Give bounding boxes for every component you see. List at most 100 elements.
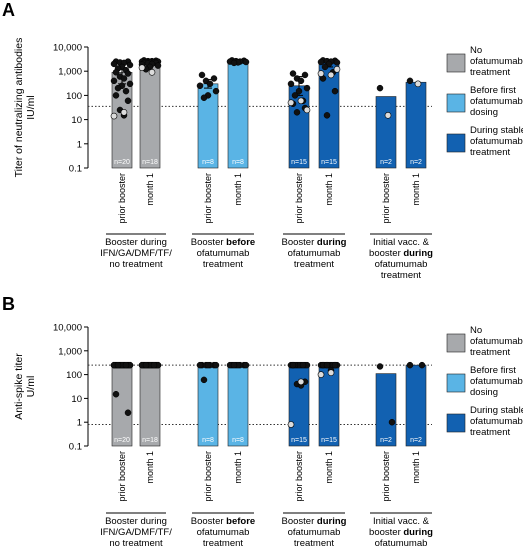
panel-a-legend-label-line: Before first bbox=[470, 85, 516, 96]
panel-b-bar bbox=[139, 364, 161, 447]
panel-a-y-axis-label-line: IU/ml bbox=[25, 95, 37, 120]
panel-b-category-label: month 1 bbox=[145, 451, 155, 484]
panel-b-n-label: n=2 bbox=[380, 437, 392, 444]
panel-b-bar bbox=[405, 364, 427, 447]
panel-a-legend-label-line: ofatumumab bbox=[470, 56, 523, 67]
panel-b-label: B bbox=[2, 294, 15, 314]
panel-b-data-point-open bbox=[317, 371, 325, 378]
panel-b-group-label-line: ofatumumab bbox=[288, 527, 341, 538]
panel-a-category-label: month 1 bbox=[145, 173, 155, 206]
panel-b-data-point bbox=[122, 361, 130, 369]
panel-a-y-tick-label: 10,000 bbox=[53, 43, 82, 54]
panel-b-data-point bbox=[196, 361, 204, 369]
panel-b-bar bbox=[375, 373, 397, 447]
panel-a-n-label: n=8 bbox=[202, 159, 214, 166]
panel-b-data-point bbox=[124, 409, 132, 416]
panel-b-y-axis-label-line: U/ml bbox=[25, 376, 37, 398]
panel-a-group-label-line: Booster bbox=[282, 237, 317, 248]
panel-a-chart: 0.1 1 10 100 1,000 10,000 Titer of neutralizin… bbox=[13, 38, 433, 281]
panel-b-group-label-line: no treatment bbox=[109, 538, 163, 549]
panel-a-data-point-open bbox=[297, 97, 305, 105]
panel-a-data-point bbox=[122, 87, 130, 95]
panel-a-category-label: prior booster bbox=[294, 173, 304, 224]
panel-b-legend-label-line: No bbox=[470, 325, 482, 336]
panel-a-legend-label-line: treatment bbox=[470, 67, 510, 78]
panel-b-category-label: prior booster bbox=[203, 451, 213, 502]
panel-b-data-point bbox=[230, 361, 238, 369]
panel-a-legend-label: No ofatumumab treatment bbox=[470, 45, 523, 78]
panel-b-legend-label-line: Before first bbox=[470, 365, 516, 376]
panel-a-data-point bbox=[198, 71, 206, 79]
panel-a-category-label: month 1 bbox=[324, 173, 334, 206]
panel-a-n-label: n=15 bbox=[291, 159, 307, 166]
panel-a-y-axis-label-line: Titer of neutralizing antibodies bbox=[13, 38, 25, 178]
panel-b-legend-label-line: ofatumumab bbox=[470, 416, 523, 427]
panel-b-data-point bbox=[142, 361, 150, 369]
panel-a-n-label: n=8 bbox=[232, 159, 244, 166]
panel-a-group-label-line: IFN/GA/DMF/TF/ bbox=[100, 248, 172, 259]
panel-a-group-label-line: Initial vacc. & bbox=[373, 237, 430, 248]
panel-a-data-point-open bbox=[287, 99, 295, 106]
panel-a-data-point bbox=[289, 70, 297, 77]
panel-a-label: A bbox=[2, 0, 15, 20]
panel-b-group-label-line: ofatumumab bbox=[375, 538, 428, 549]
panel-a-data-point bbox=[303, 84, 311, 92]
panel-b-group-label: Booster during ofatumumab treatment bbox=[282, 516, 347, 549]
panel-a-group-label-line: during bbox=[317, 237, 347, 248]
panel-a-group-label: Booster before ofatumumab treatment bbox=[191, 237, 255, 270]
panel-b-group-label-line: Booster bbox=[191, 516, 226, 527]
panel-b-data-point bbox=[376, 363, 384, 370]
panel-a-y-axis-label: Titer of neutralizing antibodiesIU/ml bbox=[13, 38, 37, 178]
panel-a-data-point bbox=[317, 58, 325, 66]
panel-b-data-point bbox=[323, 361, 331, 369]
panel-a-group-label-line: booster bbox=[369, 248, 403, 259]
panel-b-legend-label: During stable ofatumumab treatment bbox=[470, 405, 523, 438]
panel-a-data-point-open bbox=[414, 80, 422, 88]
panel-b-legend-swatch bbox=[446, 373, 466, 393]
panel-a-group-label-line: treatment bbox=[294, 259, 334, 270]
panel-a-data-point bbox=[242, 58, 250, 66]
panel-b-bar bbox=[197, 364, 219, 447]
panel-b-n-label: n=2 bbox=[410, 437, 422, 444]
panel-b-group-label-line: during bbox=[317, 516, 347, 527]
panel-a-data-point bbox=[291, 92, 299, 99]
panel-a-data-point bbox=[112, 69, 120, 76]
panel-b-data-point-open bbox=[297, 378, 305, 386]
panel-b-category-label: prior booster bbox=[117, 451, 127, 502]
panel-b-group-label-line: Booster during bbox=[105, 516, 167, 527]
panel-b-legend-swatch bbox=[446, 333, 466, 353]
panel-b-group-label-line: treatment bbox=[294, 538, 334, 549]
panel-b-group-label-line: ofatumumab bbox=[197, 527, 250, 538]
panel-b-group-label: Initial vacc. &booster duringofatumumabt… bbox=[369, 516, 433, 550]
panel-a-data-point bbox=[200, 94, 208, 101]
panel-b-y-tick-label: 1 bbox=[77, 418, 82, 429]
panel-a-group-label-line: ofatumumab bbox=[197, 248, 250, 259]
panel-a-data-point bbox=[206, 80, 214, 88]
panel-a-data-point bbox=[154, 62, 162, 69]
panel-a-data-point bbox=[110, 60, 118, 68]
panel-b-n-label: n=15 bbox=[321, 437, 337, 444]
panel-b-data-point-open bbox=[287, 421, 295, 428]
panel-b-group-label-line: before bbox=[226, 516, 255, 527]
panel-b-legend-label-line: dosing bbox=[470, 387, 498, 398]
panel-b-category-label: prior booster bbox=[294, 451, 304, 502]
panel-a-bar bbox=[288, 85, 310, 169]
panel-a-data-point bbox=[376, 84, 384, 92]
panel-a-data-point-open bbox=[327, 71, 335, 79]
panel-a-legend-label: During stable ofatumumab treatment bbox=[470, 125, 523, 158]
panel-a-data-point bbox=[333, 59, 341, 66]
panel-a-group-label: Initial vacc. & booster during ofatumumab t… bbox=[369, 237, 433, 281]
panel-a-category-label: month 1 bbox=[411, 173, 421, 206]
panel-b-data-point bbox=[299, 361, 307, 369]
panel-a-group-label: Booster during IFN/GA/DMF/TF/no treatment bbox=[100, 237, 172, 270]
panel-a-data-point bbox=[287, 80, 295, 88]
panel-a-n-label: n=2 bbox=[410, 159, 422, 166]
panel-a-legend-swatch bbox=[446, 133, 466, 153]
panel-b-legend-label-line: ofatumumab bbox=[470, 376, 523, 387]
panel-a-group-label-line: Booster during bbox=[105, 237, 167, 248]
panel-a-group-label-line: ofatumumab bbox=[375, 259, 428, 270]
panel-b-y-tick-label: 0.1 bbox=[69, 442, 82, 453]
panel-a-data-point bbox=[230, 59, 238, 67]
panel-b-y-tick-label: 10,000 bbox=[53, 323, 82, 334]
panel-a-legend-label-line: ofatumumab bbox=[470, 96, 523, 107]
